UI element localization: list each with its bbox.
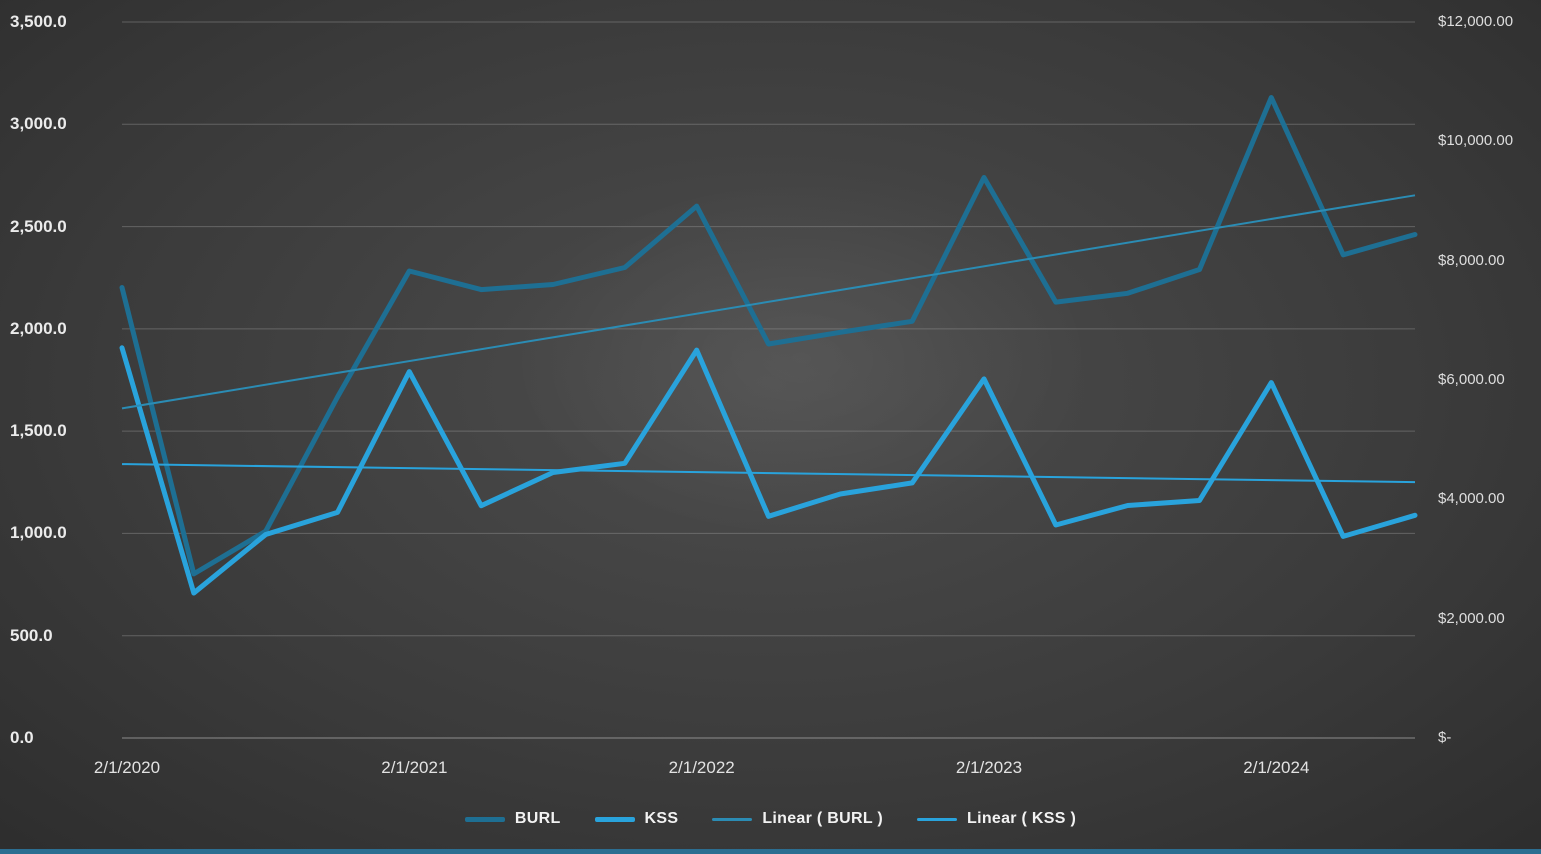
legend-label-kss: KSS <box>644 810 679 827</box>
left-axis-tick: 500.0 <box>10 625 53 645</box>
left-axis-tick: 2,500.0 <box>10 216 67 236</box>
x-axis-tick: 2/1/2021 <box>381 758 448 777</box>
x-axis-tick: 2/1/2024 <box>1243 758 1310 777</box>
x-axis-tick: 2/1/2023 <box>955 758 1023 777</box>
legend-item-burl: BURL <box>464 810 561 828</box>
left-axis-tick: 2,000.0 <box>10 318 67 338</box>
left-axis-tick: 1,000.0 <box>10 523 67 543</box>
kss-line-swatch <box>594 816 635 822</box>
linear-burl-line-swatch <box>712 817 753 821</box>
right-axis-tick: $- <box>1438 729 1452 746</box>
trendline-linearburl <box>121 194 1416 410</box>
bottom-accent-bar <box>0 849 1541 854</box>
burl-line-swatch <box>464 816 505 822</box>
right-axis-tick: $12,000.00 <box>1438 13 1514 30</box>
legend-label-linear-burl: Linear ( BURL ) <box>762 810 883 827</box>
legend-item-kss: KSS <box>594 810 679 828</box>
chart-legend: BURL KSS Linear ( BURL ) Linear ( KSS ) <box>0 804 1541 834</box>
x-axis-tick: 2/1/2022 <box>668 758 735 777</box>
right-axis-tick: $10,000.00 <box>1438 132 1514 150</box>
right-axis-tick: $8,000.00 <box>1438 251 1505 269</box>
series-line-kss <box>119 345 1418 596</box>
linear-kss-line-swatch <box>917 817 957 821</box>
trendline-linearkss <box>121 463 1416 484</box>
legend-label-linear-kss: Linear ( KSS ) <box>967 810 1077 827</box>
x-axis-tick: 2/1/2020 <box>93 758 161 777</box>
left-axis-tick: 0.0 <box>10 728 34 747</box>
left-axis-tick: 1,500.0 <box>10 421 67 441</box>
left-axis-tick: 3,500.0 <box>10 12 67 31</box>
right-axis-tick: $6,000.00 <box>1438 371 1505 388</box>
right-axis-tick: $2,000.00 <box>1438 609 1505 627</box>
legend-item-linear-kss: Linear ( KSS ) <box>917 810 1076 828</box>
right-axis-tick: $4,000.00 <box>1438 490 1505 508</box>
legend-label-burl: BURL <box>514 810 561 827</box>
series-line-burl <box>119 95 1418 577</box>
legend-item-linear-burl: Linear ( BURL ) <box>712 810 883 828</box>
left-axis-tick: 3,000.0 <box>10 114 67 134</box>
